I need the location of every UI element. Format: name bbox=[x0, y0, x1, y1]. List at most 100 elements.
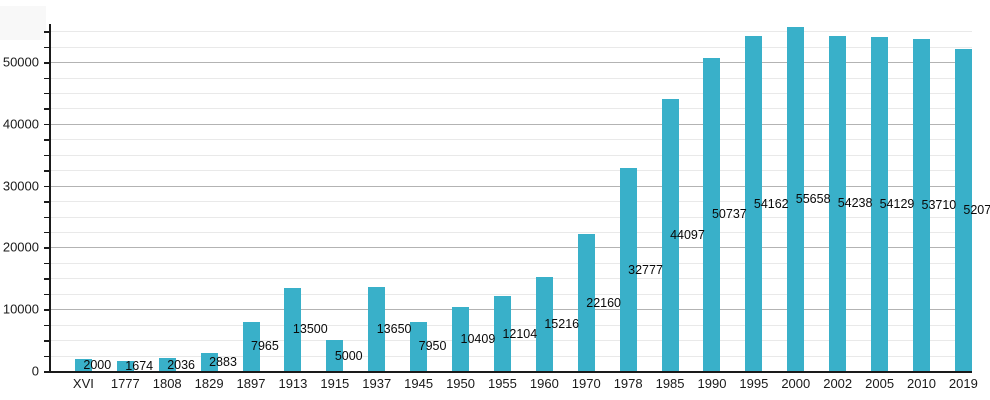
y-axis-tick bbox=[44, 92, 50, 95]
bar-1985[interactable] bbox=[661, 98, 679, 371]
bar-value-label: 15216 bbox=[544, 316, 580, 331]
bar-value-label: 32777 bbox=[628, 262, 663, 277]
bar-1829[interactable] bbox=[200, 353, 218, 371]
bar-1945[interactable] bbox=[410, 321, 428, 371]
x-axis-tick-label: 1777 bbox=[110, 376, 140, 391]
minor-gridline bbox=[50, 31, 972, 33]
minor-gridline bbox=[50, 77, 972, 79]
bar-value-label: 22160 bbox=[586, 295, 622, 310]
x-axis-tick-label: 2000 bbox=[781, 376, 811, 391]
bar-value-label: 54162 bbox=[753, 196, 789, 211]
bar-1978[interactable] bbox=[619, 168, 637, 371]
y-axis-line bbox=[49, 24, 51, 372]
x-axis-tick-label: 2005 bbox=[865, 376, 895, 391]
bar-value-label: 54238 bbox=[837, 196, 873, 211]
bar-1950[interactable] bbox=[452, 306, 470, 371]
y-axis-tick bbox=[44, 62, 50, 64]
bar-2000[interactable] bbox=[787, 27, 805, 371]
x-axis-tick-label: 1955 bbox=[487, 376, 517, 391]
bar-value-label: 13650 bbox=[376, 321, 412, 336]
minor-gridline bbox=[50, 170, 972, 172]
y-axis-tick bbox=[44, 278, 50, 280]
x-axis-tick-label: 1937 bbox=[362, 376, 392, 391]
bar-1808[interactable] bbox=[158, 358, 176, 371]
bar-value-label: 50737 bbox=[711, 207, 747, 221]
y-axis-tick bbox=[44, 355, 50, 358]
x-axis-tick-label: 1945 bbox=[404, 376, 434, 391]
bar-value-label: 7965 bbox=[251, 339, 279, 354]
bar-value-label: 5000 bbox=[334, 348, 363, 363]
minor-gridline bbox=[50, 139, 972, 141]
y-axis-tick bbox=[44, 123, 50, 126]
x-axis-tick-label: 1985 bbox=[655, 376, 685, 391]
y-axis-tick bbox=[44, 77, 50, 80]
x-axis-tick-label: 2019 bbox=[948, 376, 978, 391]
minor-gridline bbox=[50, 201, 972, 203]
x-axis-tick-label: 1913 bbox=[278, 376, 308, 391]
faint-corner-patch bbox=[0, 6, 46, 40]
y-axis-tick bbox=[44, 324, 50, 327]
x-axis-tick-label: 1960 bbox=[529, 376, 559, 391]
bar-value-label: 13500 bbox=[292, 322, 328, 337]
y-axis-tick-label: 20000 bbox=[2, 239, 39, 255]
y-axis-tick bbox=[44, 154, 50, 157]
x-axis-tick-label: 2010 bbox=[907, 376, 936, 391]
y-axis-tick-label: 40000 bbox=[2, 116, 39, 132]
bar-value-label: 12104 bbox=[502, 326, 538, 341]
y-axis-tick bbox=[44, 185, 50, 188]
y-axis-tick bbox=[44, 247, 50, 249]
bar-1913[interactable] bbox=[284, 287, 302, 371]
x-axis-tick-label: 1808 bbox=[152, 376, 182, 391]
x-axis-line bbox=[49, 371, 972, 373]
bar-value-label: 54129 bbox=[879, 196, 915, 211]
bar-1960[interactable] bbox=[535, 276, 553, 371]
y-axis-tick bbox=[44, 216, 50, 219]
x-axis-tick-label: 1829 bbox=[194, 376, 224, 391]
bar-1995[interactable] bbox=[745, 36, 763, 371]
minor-gridline bbox=[50, 293, 972, 295]
bar-value-label: 44097 bbox=[670, 227, 705, 242]
bar-1915[interactable] bbox=[326, 340, 344, 371]
bar-XVI[interactable] bbox=[74, 358, 92, 371]
bar-1970[interactable] bbox=[577, 234, 595, 371]
x-axis-tick-label: 1990 bbox=[697, 376, 727, 391]
y-axis-tick-label: 0 bbox=[31, 363, 39, 379]
bar-value-label: 52071 bbox=[963, 202, 990, 217]
bar-value-label: 53710 bbox=[921, 197, 957, 212]
y-axis-tick-label: 30000 bbox=[2, 178, 39, 194]
minor-gridline bbox=[50, 324, 972, 326]
bar-value-label: 10409 bbox=[460, 331, 496, 346]
bar-1990[interactable] bbox=[703, 57, 721, 371]
bar-1897[interactable] bbox=[242, 321, 260, 371]
bar-value-label: 2883 bbox=[209, 354, 237, 369]
bar-value-label: 7950 bbox=[418, 339, 447, 354]
minor-gridline bbox=[50, 108, 972, 110]
minor-gridline bbox=[50, 355, 972, 357]
x-axis-tick-label: 1978 bbox=[613, 376, 643, 391]
bar-1955[interactable] bbox=[493, 296, 511, 371]
major-gridline bbox=[50, 247, 972, 249]
major-gridline bbox=[50, 123, 972, 125]
bar-2019[interactable] bbox=[954, 49, 972, 371]
major-gridline bbox=[50, 309, 972, 311]
minor-gridline bbox=[50, 262, 972, 264]
bar-1937[interactable] bbox=[368, 286, 386, 371]
x-axis-tick-label: 1995 bbox=[739, 376, 769, 391]
bar-2002[interactable] bbox=[829, 35, 847, 371]
y-axis-tick bbox=[44, 371, 50, 373]
bar-2005[interactable] bbox=[871, 36, 889, 371]
y-axis-tick bbox=[44, 309, 50, 311]
y-axis-tick-label: 10000 bbox=[2, 301, 39, 317]
y-axis-tick bbox=[44, 139, 50, 141]
bar-1777[interactable] bbox=[116, 360, 134, 371]
major-gridline bbox=[50, 185, 972, 187]
minor-gridline bbox=[50, 231, 972, 233]
bar-2010[interactable] bbox=[913, 39, 930, 371]
x-axis-tick-label: 1897 bbox=[236, 376, 266, 391]
minor-gridline bbox=[50, 216, 972, 218]
y-axis-tick bbox=[44, 340, 50, 342]
y-axis-tick bbox=[44, 108, 50, 110]
major-gridline bbox=[50, 62, 972, 64]
x-axis-tick-label: 1915 bbox=[320, 376, 350, 391]
minor-gridline bbox=[50, 46, 972, 48]
